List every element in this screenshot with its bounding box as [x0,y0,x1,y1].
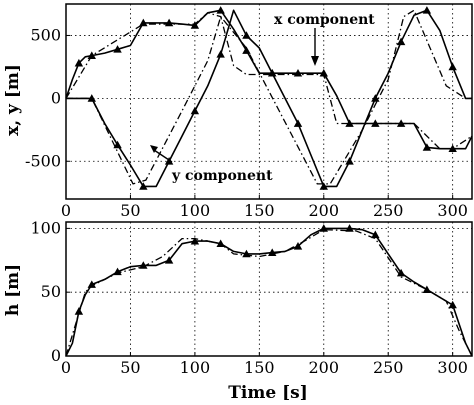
y-tick-label: 100 [30,218,61,237]
triangle-marker [396,268,406,277]
triangle-marker [448,62,457,71]
x-tick-label: 200 [309,201,340,220]
triangle-marker [371,94,380,102]
triangle-marker [190,106,200,115]
triangle-marker [216,239,225,248]
x-component-arrowhead [311,56,319,66]
triangle-marker [293,68,303,77]
triangle-marker [242,46,251,54]
y-component-arrow [153,149,173,163]
triangle-marker [396,119,406,127]
triangle-marker [139,182,148,190]
triangle-marker [293,242,303,250]
y-tick-label: -500 [25,151,61,170]
y-component-annotation: y component [171,168,273,184]
triangle-marker [87,51,96,59]
triangle-marker [190,236,200,245]
triangle-marker [164,18,174,27]
bottom-plot-frame [65,221,473,357]
triangle-marker [371,119,380,127]
y-tick-label: 500 [30,25,61,44]
x-tick-label: 200 [309,358,340,377]
x-tick-label: 150 [244,201,275,220]
x-tick-label: 0 [61,358,71,377]
series-line-1 [65,227,473,357]
top-plot-frame [65,3,473,200]
x-component-annotation: x component [274,12,375,28]
triangle-marker [139,261,148,269]
x-tick-label: 150 [244,358,275,377]
series-line-3 [65,12,473,150]
triangle-marker [87,94,96,102]
x-tick-label: 100 [180,201,211,220]
triangle-marker [345,224,354,232]
bottom-x-axis-label: Time [s] [228,383,308,403]
triangle-marker [113,45,122,53]
top-y-tick-labels: -500 0 500 [25,25,61,170]
triangle-marker [422,6,432,14]
bottom-markers [74,224,457,315]
y-tick-label: 50 [41,282,61,301]
series-line-2 [65,229,473,357]
triangle-marker [87,280,96,288]
triangle-marker [268,68,277,77]
bottom-grid [65,222,472,357]
triangle-marker [113,140,122,149]
top-y-axis-label: x, y [m] [3,64,23,136]
x-tick-label: 50 [120,201,140,220]
triangle-marker [216,6,225,14]
bottom-x-tick-labels: 0 50 100 150 200 250 300 [61,358,468,377]
triangle-marker [319,182,328,190]
top-panel: 0 50 100 150 200 250 300 -500 0 500 x component … [3,3,473,220]
triangle-marker [448,144,457,153]
x-tick-label: 250 [373,358,404,377]
triangle-marker [319,224,328,232]
triangle-marker [242,31,251,39]
triangle-marker [216,50,225,58]
x-tick-label: 100 [180,358,211,377]
triangle-marker [242,249,251,258]
series-line-4 [66,9,472,185]
series-line-1 [65,9,473,150]
triangle-marker [345,119,354,127]
x-tick-label: 0 [61,201,71,220]
triangle-marker [74,307,84,315]
bottom-y-axis-label: h [m] [3,264,23,316]
triangle-marker [371,230,380,239]
top-x-tick-labels: 0 50 100 150 200 250 300 [61,201,468,220]
triangle-marker [319,68,328,77]
triangle-marker [422,143,432,151]
bottom-panel: 0 50 100 150 200 250 300 0 50 100 h [m] Time [s] [3,218,473,403]
triangle-marker [293,119,303,127]
triangle-marker [268,248,277,256]
triangle-marker [190,21,200,29]
bottom-y-tick-labels: 0 50 100 [30,218,61,365]
bottom-series [65,227,473,357]
triangle-marker [74,58,84,67]
x-tick-label: 300 [437,201,468,220]
y-tick-label: 0 [51,88,61,107]
top-annotations: x component y component [150,12,375,184]
triangle-marker [396,37,406,46]
triangle-marker [139,18,148,27]
x-tick-label: 300 [437,358,468,377]
triangle-marker [448,300,457,309]
top-grid [65,4,472,199]
triangle-marker [164,256,174,264]
y-component-arrowhead [150,145,158,153]
top-markers [74,6,457,190]
triangle-marker [422,285,432,293]
x-tick-label: 250 [373,201,404,220]
y-tick-label: 0 [51,346,61,365]
x-tick-label: 50 [120,358,140,377]
triangle-marker [345,157,354,165]
triangle-marker [113,267,122,276]
